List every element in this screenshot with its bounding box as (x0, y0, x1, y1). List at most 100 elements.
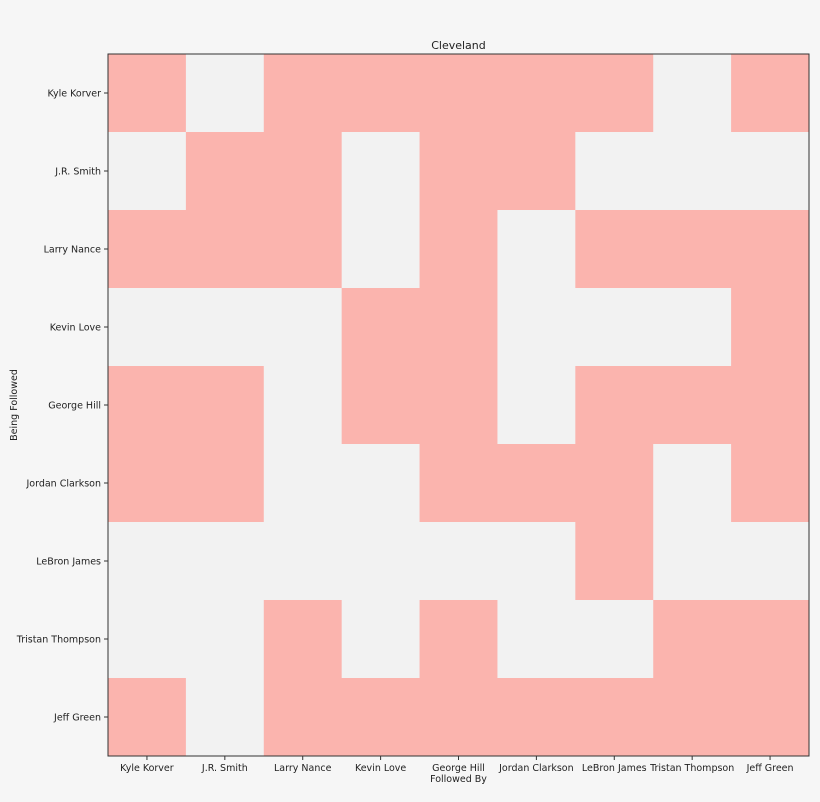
heatmap-cell (185, 366, 265, 445)
heatmap-cell (185, 54, 265, 133)
y-tick-label: Jordan Clarkson (25, 479, 101, 490)
heatmap-cell (341, 522, 421, 601)
y-tick-label: LeBron James (36, 557, 101, 568)
heatmap-cell (108, 522, 187, 601)
y-tick-label: Larry Nance (44, 245, 102, 256)
y-axis-label: Being Followed (9, 369, 20, 441)
x-tick-label: Jeff Green (746, 763, 794, 774)
heatmap-cell (185, 522, 265, 601)
heatmap-cell (341, 678, 421, 757)
x-tick-label: Tristan Thompson (649, 763, 734, 774)
heatmap-cell (185, 210, 265, 289)
heatmap-cell (341, 444, 421, 523)
heatmap-cell (263, 132, 343, 211)
heatmap-cell (419, 132, 498, 211)
heatmap-cell (185, 132, 265, 211)
heatmap-cell (341, 54, 421, 133)
x-tick-label: LeBron James (582, 763, 647, 774)
heatmap-cell (653, 288, 732, 367)
heatmap-cell (108, 132, 187, 211)
x-tick-label: J.R. Smith (201, 763, 248, 774)
heatmap-cell (575, 54, 654, 133)
chart-title: Cleveland (431, 39, 486, 52)
heatmap-cell (263, 444, 343, 523)
heatmap-cell (497, 678, 576, 757)
heatmap-cell (497, 522, 576, 601)
heatmap-cell (108, 210, 187, 289)
heatmap-cell (263, 288, 343, 367)
heatmap-cell (185, 444, 265, 523)
x-axis-ticks: Kyle Korver J.R. Smith Larry Nance Kevin Lo… (120, 756, 794, 774)
heatmap-cell (108, 366, 187, 445)
heatmap-cell (731, 522, 810, 601)
heatmap-cell (263, 366, 343, 445)
heatmap-cell (731, 132, 810, 211)
heatmap-cell (497, 444, 576, 523)
heatmap-cell (497, 132, 576, 211)
heatmap-cell (108, 444, 187, 523)
heatmap-cell (731, 600, 810, 679)
heatmap-cell (653, 366, 732, 445)
heatmap-cell (185, 600, 265, 679)
heatmap-cell (653, 444, 732, 523)
heatmap-cell (419, 288, 498, 367)
heatmap-cell (575, 678, 654, 757)
heatmap-cell (731, 54, 810, 133)
heatmap-cell (419, 366, 498, 445)
heatmap-cell (653, 678, 732, 757)
heatmap-cell (419, 210, 498, 289)
y-axis-ticks: Kyle Korver J.R. Smith Larry Nance Kevin Lo… (16, 89, 108, 724)
heatmap-cell (263, 54, 343, 133)
heatmap-cell (108, 54, 187, 133)
heatmap-cell (108, 678, 187, 757)
heatmap-cell (575, 522, 654, 601)
heatmap-cell (108, 288, 187, 367)
heatmap-cell (497, 210, 576, 289)
heatmap-cell (653, 522, 732, 601)
heatmap-cell (653, 54, 732, 133)
heatmap-cell (731, 210, 810, 289)
x-tick-label: Jordan Clarkson (498, 763, 574, 774)
heatmap-cell (731, 288, 810, 367)
x-axis-label: Followed By (430, 774, 487, 785)
y-tick-label: Kevin Love (50, 323, 101, 334)
heatmap-cell (653, 600, 732, 679)
x-tick-label: Kevin Love (355, 763, 406, 774)
heatmap-cell (731, 366, 810, 445)
heatmap-cell (653, 132, 732, 211)
heatmap-cell (341, 210, 421, 289)
heatmap-cell (419, 522, 498, 601)
y-tick-label: J.R. Smith (54, 167, 101, 178)
heatmap-cell (575, 366, 654, 445)
heatmap-cell (185, 678, 265, 757)
y-tick-label: George Hill (48, 401, 101, 412)
heatmap-cell (731, 678, 810, 757)
heatmap-cell (419, 678, 498, 757)
heatmap-cell (653, 210, 732, 289)
x-tick-label: Kyle Korver (120, 763, 174, 774)
heatmap-cell (341, 132, 421, 211)
y-tick-label: Kyle Korver (47, 89, 101, 100)
heatmap-cell (263, 600, 343, 679)
heatmap-cell (497, 366, 576, 445)
heatmap-cell (108, 600, 187, 679)
heatmap-cell (497, 288, 576, 367)
heatmap-cell (497, 54, 576, 133)
heatmap-cell (575, 132, 654, 211)
heatmap-cell (419, 54, 498, 133)
heatmap-cell (731, 444, 810, 523)
heatmap-cell (497, 600, 576, 679)
x-tick-label: George Hill (432, 763, 485, 774)
heatmap-cell (341, 600, 421, 679)
heatmap-cells (108, 54, 810, 757)
heatmap-cell (341, 288, 421, 367)
heatmap-cell (263, 522, 343, 601)
heatmap-cell (419, 600, 498, 679)
heatmap-cell (263, 210, 343, 289)
heatmap-cell (575, 288, 654, 367)
heatmap-cell (263, 678, 343, 757)
y-tick-label: Tristan Thompson (16, 635, 101, 646)
heatmap-cell (575, 210, 654, 289)
heatmap-cell (575, 444, 654, 523)
